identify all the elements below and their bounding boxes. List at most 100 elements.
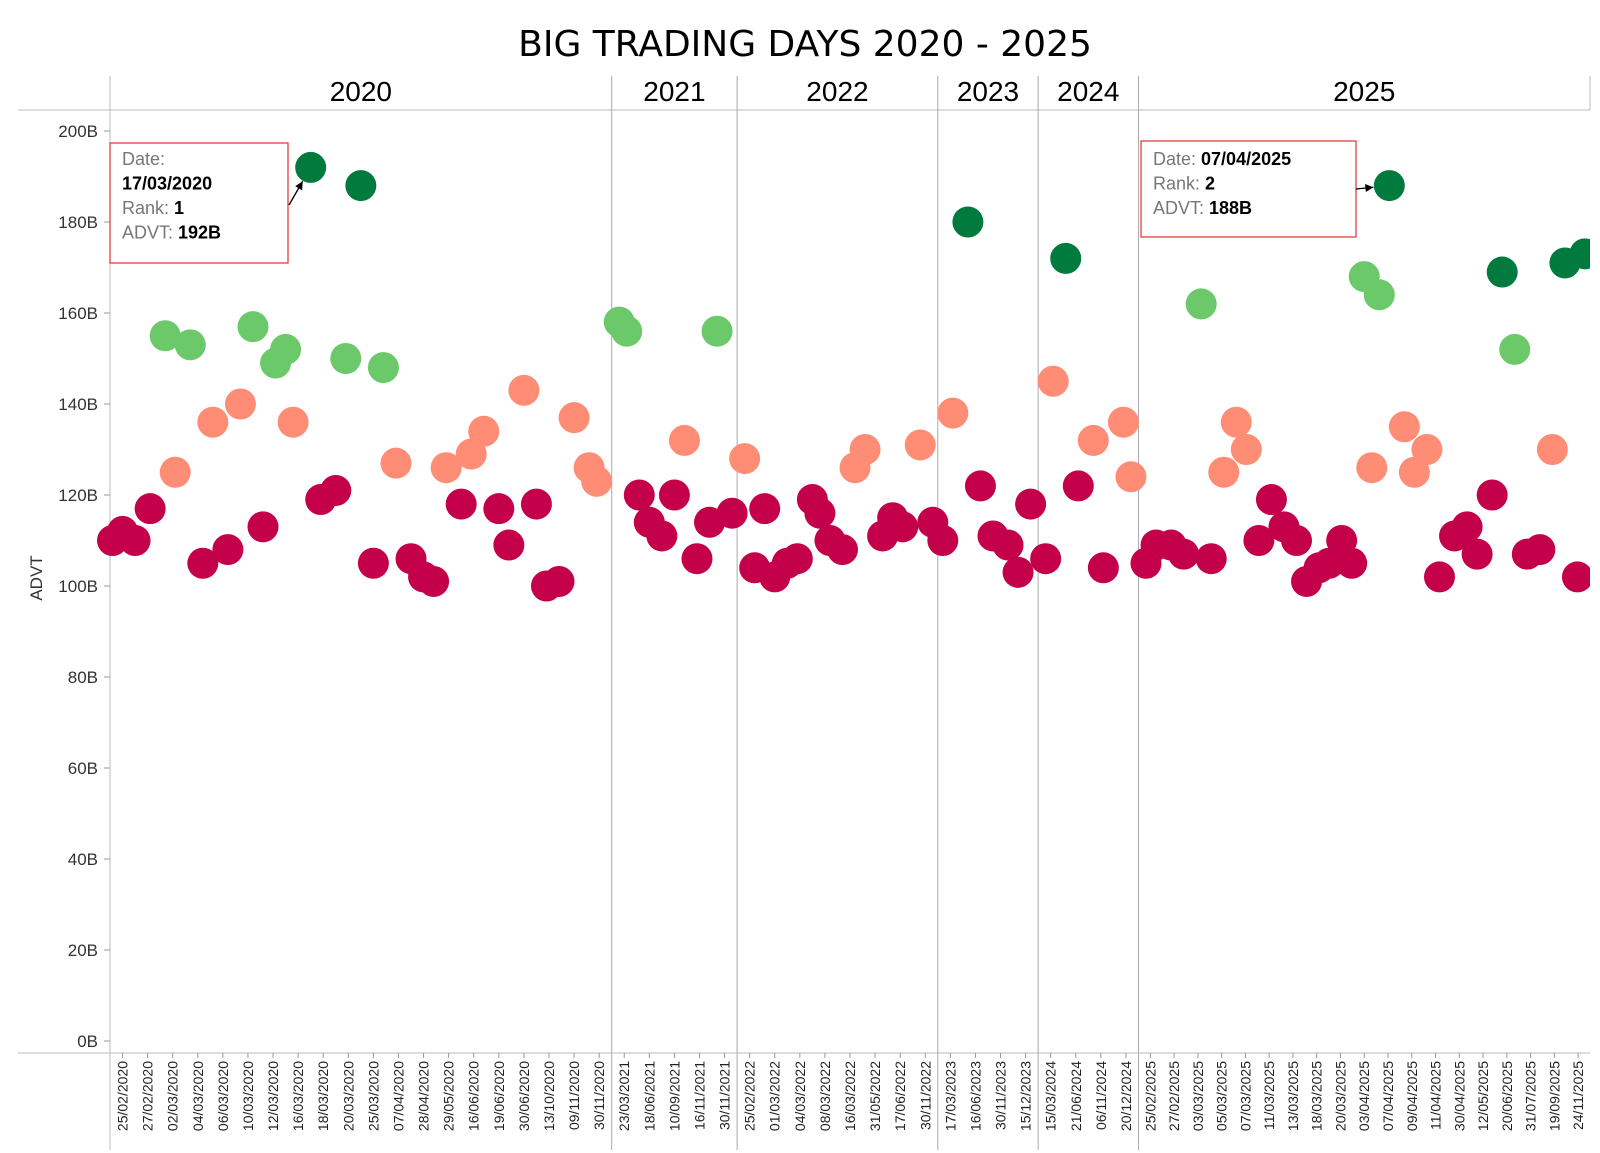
data-point (1398, 456, 1430, 488)
x-tick-label: 15/03/2024 (1043, 1061, 1059, 1131)
year-header-label: 2023 (957, 76, 1019, 107)
data-point (1486, 256, 1518, 288)
x-tick-label: 18/03/2025 (1309, 1061, 1325, 1131)
data-point (716, 497, 748, 529)
y-tick-label: 60B (68, 759, 98, 778)
data-point (159, 456, 191, 488)
x-tick-label: 04/03/2020 (190, 1061, 206, 1131)
data-point (1168, 538, 1200, 570)
tooltip-value: 1 (174, 198, 184, 218)
data-point (483, 493, 515, 525)
annotation-tooltip: Date: 07/04/2025 Rank: 2 ADVT: 188B (1140, 140, 1374, 238)
data-point (1077, 424, 1109, 456)
x-tick-label: 16/06/2023 (967, 1061, 983, 1131)
tooltip-key: Rank: (122, 198, 174, 218)
data-point (804, 497, 836, 529)
data-point (1451, 511, 1483, 543)
year-header-label: 2024 (1057, 76, 1119, 107)
x-tick-label: 30/11/2020 (591, 1061, 607, 1130)
x-tick-label: 16/03/2020 (290, 1061, 306, 1131)
data-point (1243, 525, 1275, 556)
x-tick-label: 08/03/2022 (817, 1061, 833, 1131)
x-tick-label: 27/02/2025 (1166, 1061, 1182, 1131)
x-tick-label: 07/03/2025 (1237, 1061, 1253, 1131)
data-point (681, 543, 713, 575)
x-tick-label: 15/12/2023 (1018, 1061, 1034, 1131)
data-point (295, 151, 327, 183)
x-tick-label: 03/04/2025 (1356, 1061, 1372, 1131)
x-tick-label: 31/05/2022 (867, 1061, 883, 1131)
data-point (493, 529, 525, 561)
data-point (1015, 488, 1047, 520)
x-tick-label: 12/03/2020 (265, 1061, 281, 1131)
tooltip-key: ADVT: (122, 223, 178, 243)
tooltip-value: 188B (1209, 198, 1252, 218)
x-tick-label: 30/11/2022 (917, 1061, 933, 1130)
y-tick-label: 120B (58, 486, 98, 505)
x-tick-label: 19/09/2025 (1546, 1061, 1562, 1131)
tooltip-value: 192B (178, 223, 221, 243)
data-point (1050, 242, 1082, 274)
x-tick-label: 18/06/2021 (641, 1061, 657, 1131)
data-point (1208, 456, 1240, 488)
data-point (1388, 411, 1420, 443)
data-point (729, 443, 761, 475)
x-tick-label: 16/03/2022 (842, 1061, 858, 1131)
x-tick-label: 13/03/2025 (1285, 1061, 1301, 1131)
tooltip-line: Rank: 1 (122, 198, 184, 218)
data-point (237, 311, 269, 343)
data-point (1195, 543, 1227, 575)
annotation-tooltip: Date: 17/03/2020 Rank: 1 ADVT: 192B (109, 142, 304, 264)
data-point (455, 438, 487, 470)
year-header-label: 2021 (643, 76, 705, 107)
x-tick-label: 20/03/2020 (340, 1061, 356, 1131)
tooltip-value: 2 (1205, 174, 1215, 194)
data-point (357, 547, 389, 579)
tooltip-line: ADVT: 192B (122, 223, 221, 243)
x-tick-label: 20/06/2025 (1499, 1061, 1515, 1131)
data-point (430, 452, 462, 484)
axes-group: 0B 20B 40B 60B 80B 100B 120B 140B 160B 180B 200B (18, 76, 1591, 1150)
data-point (520, 488, 552, 520)
x-tick-label: 18/03/2020 (315, 1061, 331, 1131)
data-point (187, 547, 219, 579)
data-point (1423, 561, 1455, 593)
x-tick-label: 06/03/2020 (215, 1061, 231, 1131)
x-tick-label: 20/12/2024 (1118, 1061, 1134, 1131)
data-point (1062, 470, 1094, 502)
data-point (1411, 434, 1443, 465)
y-tick-label: 20B (68, 941, 98, 960)
data-point (367, 352, 399, 384)
data-point (1002, 556, 1034, 588)
tooltip-line: Date: (122, 149, 165, 169)
year-header-label: 2025 (1333, 76, 1395, 107)
x-tick-label: 30/04/2025 (1451, 1061, 1467, 1131)
x-tick-label: 13/10/2020 (541, 1061, 557, 1131)
data-point (1356, 452, 1388, 484)
y-axis-label: ADVT (27, 555, 46, 600)
chart-title: BIG TRADING DAYS 2020 - 2025 (518, 24, 1092, 65)
tooltip-arrowhead (1365, 184, 1374, 193)
data-point (1220, 406, 1252, 438)
data-point (149, 320, 181, 352)
data-point (701, 315, 733, 347)
x-tick-label: 20/03/2025 (1332, 1061, 1348, 1131)
x-tick-label: 25/03/2020 (365, 1061, 381, 1131)
x-tick-label: 30/11/2023 (993, 1061, 1009, 1130)
tooltip-box (1140, 140, 1357, 238)
y-tick-label: 140B (58, 395, 98, 414)
data-point (668, 424, 700, 456)
data-point (380, 447, 412, 479)
y-tick-label: 40B (68, 850, 98, 869)
data-point (1561, 561, 1590, 593)
data-point (1499, 333, 1531, 365)
data-point (270, 333, 302, 365)
data-point (904, 429, 936, 461)
data-point (623, 479, 655, 511)
data-point (992, 529, 1024, 561)
data-point (119, 525, 151, 556)
x-tick-label: 16/06/2020 (466, 1061, 482, 1131)
data-point (749, 493, 781, 525)
year-header-label: 2022 (806, 76, 868, 107)
data-point (418, 565, 450, 597)
